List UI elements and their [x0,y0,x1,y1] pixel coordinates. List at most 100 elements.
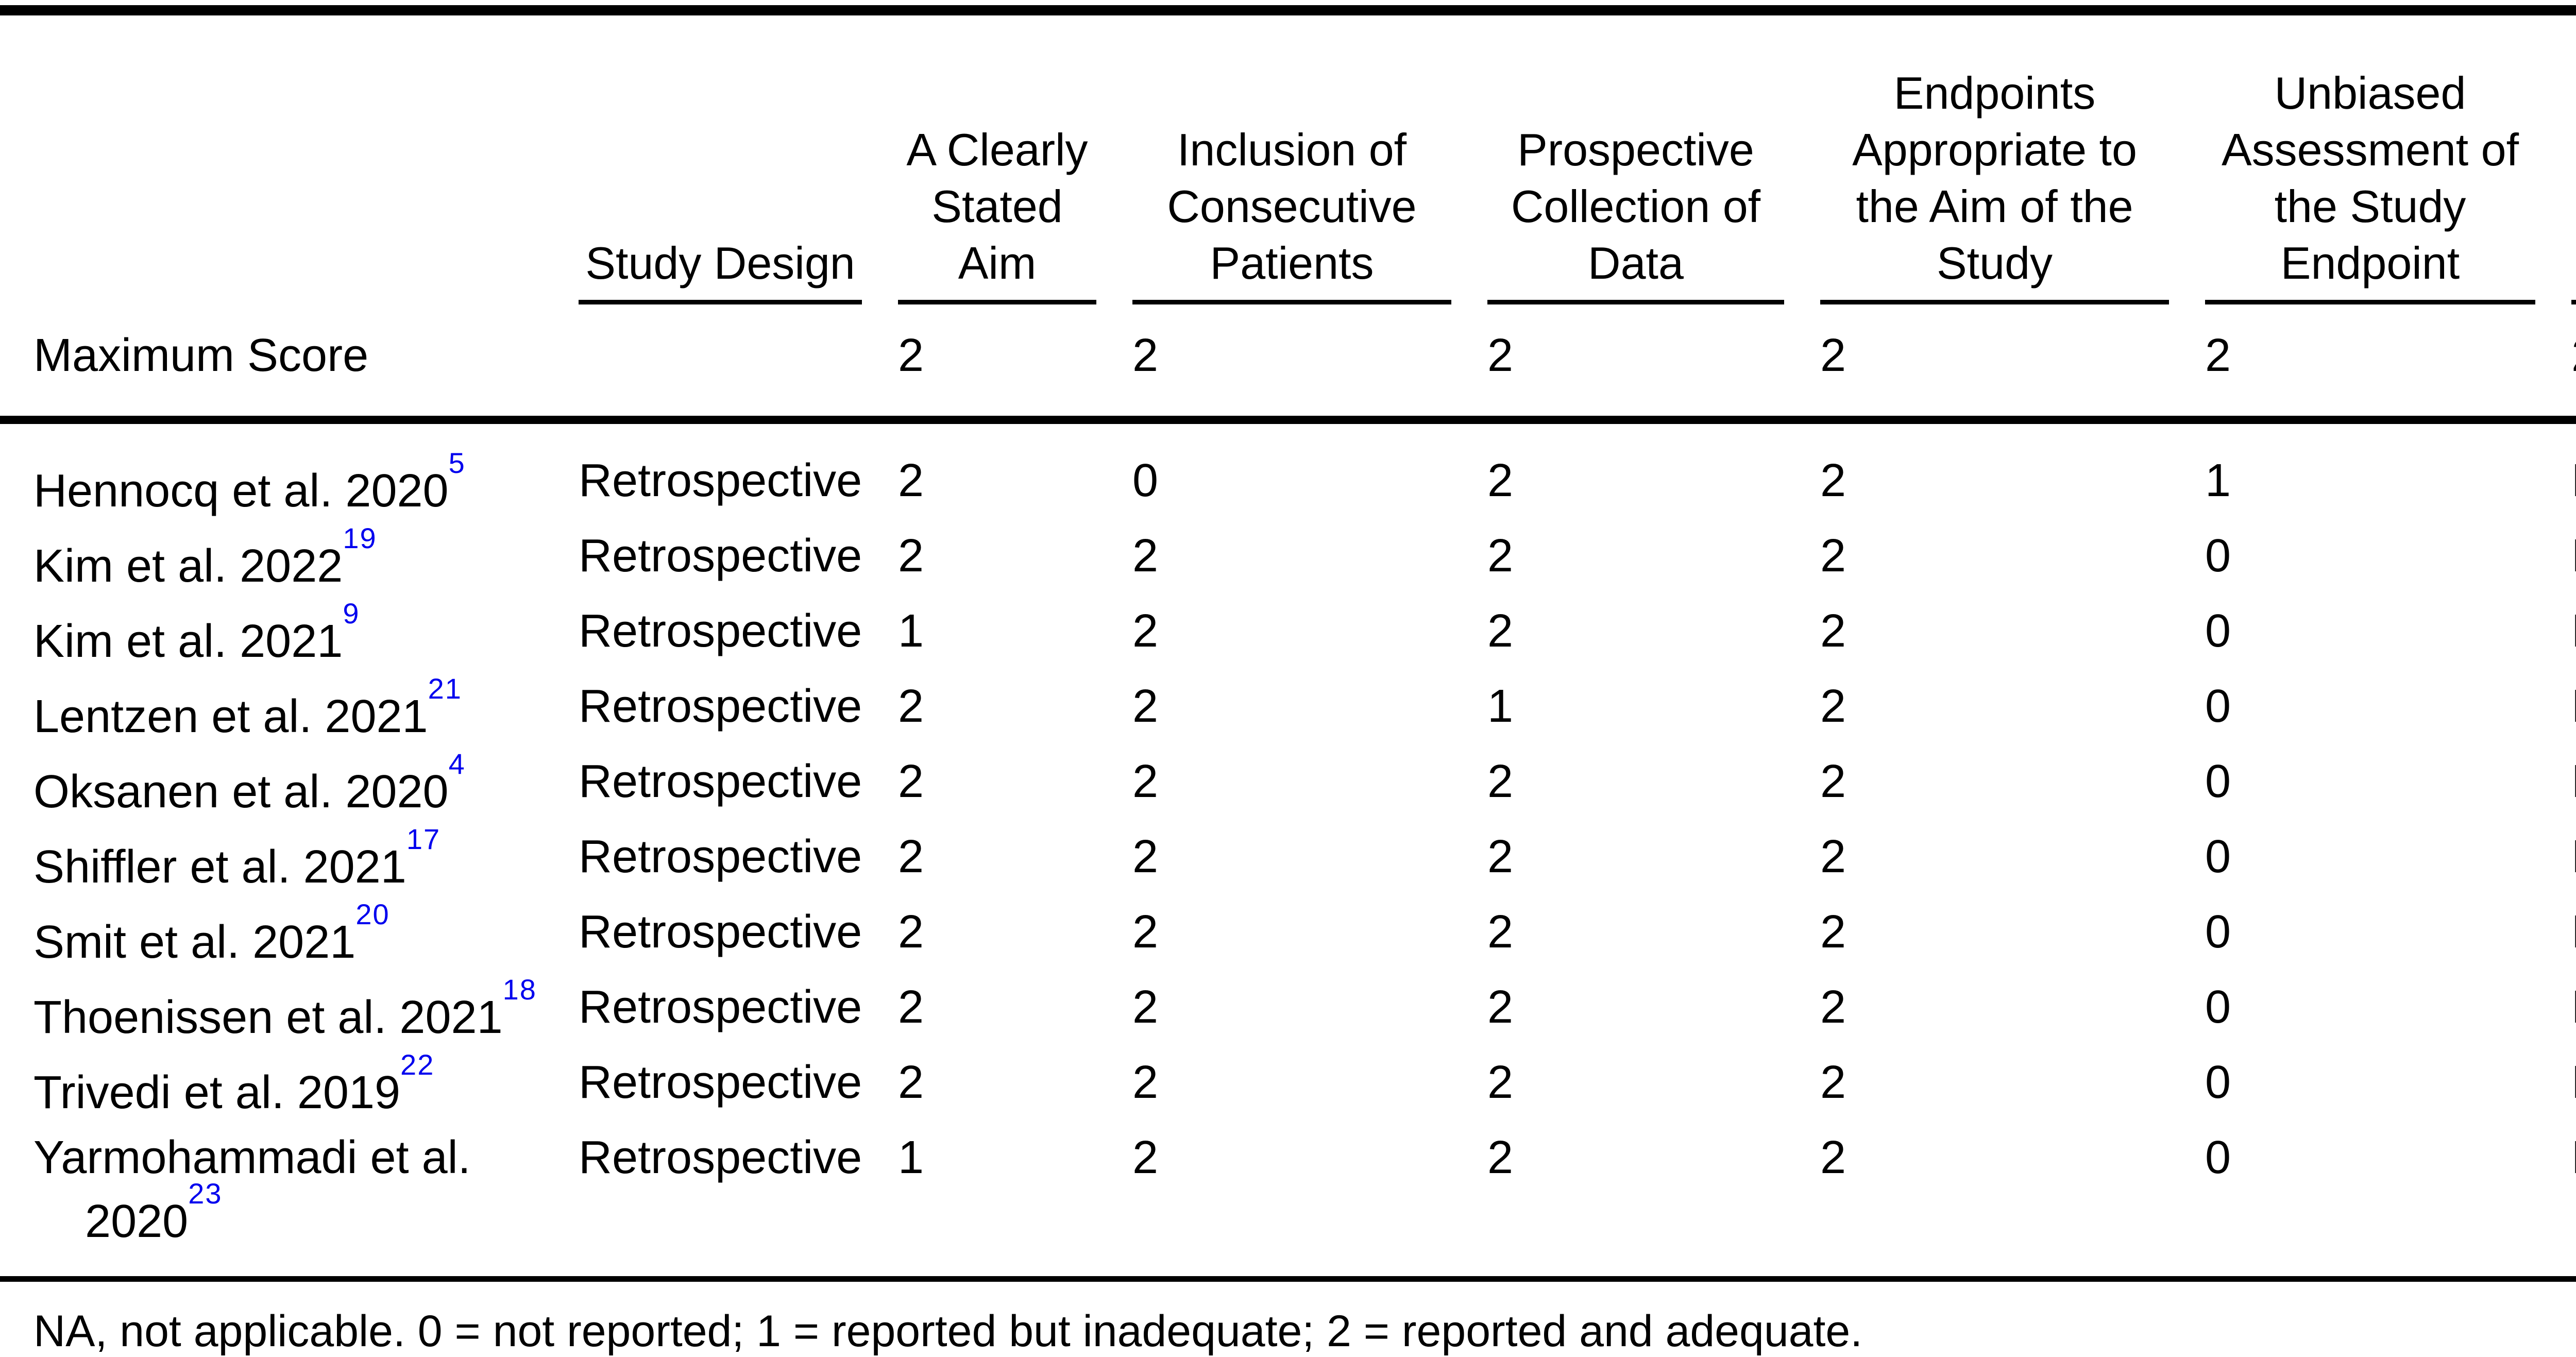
study-row: Kim et al. 20219 Retrospective 1 2 2 2 0… [0,597,2576,674]
max-score-endpoints-cell: 2 [1820,304,2205,424]
citation-reference-link[interactable]: 19 [343,522,377,554]
study-design-cell: Retrospective [579,605,862,657]
score-inclusion-cell: 2 [1132,530,1159,582]
score-followup-period-cell: NA [2571,975,2576,1050]
score-inclusion-cell: 2 [1132,681,1159,732]
score-followup-period-cell: NA [2571,420,2576,523]
score-prospective-collection-cell: 2 [1487,1057,1514,1108]
score-aim-cell: 2 [898,981,924,1033]
study-row: Thoenissen et al. 202118 Retrospective 2… [0,973,2576,1050]
table-footnote: NA, not applicable. 0 = not reported; 1 … [33,1307,1863,1356]
score-followup-period-cell: NA [2571,1050,2576,1125]
study-row: Hennocq et al. 20205 Retrospective 2 0 2… [0,420,2576,523]
score-unbiased-cell: 0 [2205,1125,2571,1282]
study-name: Lentzen et al. 2021 [33,691,428,742]
score-aim-cell: 2 [898,1057,924,1108]
study-name: Trivedi et al. 2019 [33,1067,401,1118]
study-name-cell: Trivedi et al. 201922 [0,1048,579,1125]
score-unbiased-cell: 1 [2205,455,2231,506]
score-prospective-collection-cell: 2 [1487,1125,1820,1282]
score-endpoints-cell: 2 [1820,831,1846,883]
citation-reference-link[interactable]: 17 [406,823,441,855]
score-endpoints-cell: 2 [1820,681,1846,732]
score-prospective-collection-cell: 2 [1487,605,1514,657]
score-inclusion-cell: 2 [1132,981,1159,1033]
study-row: Kim et al. 202219 Retrospective 2 2 2 2 … [0,522,2576,599]
maximum-score-label: Maximum Score [0,304,579,424]
citation-reference-link[interactable]: 23 [188,1177,223,1210]
study-name-cell: Hennocq et al. 20205 [0,420,579,523]
column-header-unbiased-assessment: Unbiased Assessment of the Study Endpoin… [2205,10,2571,304]
study-design-cell: Retrospective [579,455,862,506]
score-inclusion-cell: 2 [1132,906,1159,958]
citation-reference-link[interactable]: 22 [400,1048,435,1081]
column-header-study-design: Study Design [579,10,898,304]
study-name: Oksanen et al. 2020 [33,766,449,818]
max-score-unbiased-cell: 2 [2205,304,2571,424]
study-design-cell: Retrospective [579,756,862,807]
score-aim-cell: 2 [898,681,924,732]
score-aim-cell: 2 [898,455,924,506]
score-unbiased-cell: 0 [2205,681,2231,732]
study-row: Yarmohammadi et al. 202023 Retrospective… [0,1125,2576,1282]
score-endpoints-cell: 2 [1820,756,1846,807]
max-score-inclusion-cell: 2 [1132,304,1487,424]
score-inclusion-cell: 0 [1132,455,1159,506]
study-name-cell: Smit et al. 202120 [0,898,579,975]
study-name: Thoenissen et al. 2021 [33,992,503,1043]
score-followup-period-cell: NA [2571,749,2576,824]
score-followup-period-cell: NA [2571,674,2576,749]
study-design-cell: Retrospective [579,906,862,958]
table-header: Study Design A Clearly Stated Aim Inclus… [0,10,2576,304]
score-followup-period-cell: NA [2571,523,2576,599]
column-header-clearly-stated-aim: A Clearly Stated Aim [898,10,1132,304]
study-row: Trivedi et al. 201922 Retrospective 2 2 … [0,1048,2576,1125]
study-name: Smit et al. 2021 [33,917,356,968]
study-name-cell: Kim et al. 20219 [0,597,579,674]
study-name: Shiffler et al. 2021 [33,841,406,893]
score-unbiased-cell: 0 [2205,1057,2231,1108]
score-prospective-collection-cell: 1 [1487,681,1514,732]
score-prospective-collection-cell: 2 [1487,981,1514,1033]
citation-reference-link[interactable]: 9 [343,597,360,630]
score-aim-cell: 2 [898,831,924,883]
score-inclusion-cell: 2 [1132,756,1159,807]
column-header-inclusion-consecutive-patients: Inclusion of Consecutive Patients [1132,10,1487,304]
score-unbiased-cell: 0 [2205,530,2231,582]
study-design-cell: Retrospective [579,981,862,1033]
study-row: Shiffler et al. 202117 Retrospective 2 2… [0,823,2576,900]
score-endpoints-cell: 2 [1820,906,1846,958]
citation-reference-link[interactable]: 21 [428,672,462,705]
max-score-aim-cell: 2 [898,304,1132,424]
score-followup-period-cell: NA [2571,1125,2576,1282]
study-design-cell: Retrospective [579,530,862,582]
citation-reference-link[interactable]: 20 [355,898,390,930]
study-name: Kim et al. 2021 [33,616,343,667]
score-inclusion-cell: 2 [1132,605,1159,657]
citation-reference-link[interactable]: 5 [448,447,466,479]
score-endpoints-cell: 2 [1820,1057,1846,1108]
column-header-endpoints-appropriate: Endpoints Appropriate to the Aim of the … [1820,10,2205,304]
citation-reference-link[interactable]: 4 [448,748,466,780]
score-endpoints-cell: 2 [1820,605,1846,657]
max-score-followup-period-cell: 2 [2571,304,2576,424]
score-aim-cell: 2 [898,530,924,582]
score-inclusion-cell: 2 [1132,831,1159,883]
score-inclusion-cell: 2 [1132,1125,1487,1282]
score-prospective-collection-cell: 2 [1487,906,1514,958]
max-score-prospective-collection-cell: 2 [1487,304,1820,424]
score-endpoints-cell: 2 [1820,1125,2205,1282]
score-prospective-collection-cell: 2 [1487,831,1514,883]
score-prospective-collection-cell: 2 [1487,756,1514,807]
score-endpoints-cell: 2 [1820,530,1846,582]
score-unbiased-cell: 0 [2205,906,2231,958]
score-aim-cell: 1 [898,605,924,657]
study-row: Smit et al. 202120 Retrospective 2 2 2 2… [0,898,2576,975]
score-unbiased-cell: 0 [2205,605,2231,657]
citation-reference-link[interactable]: 18 [502,973,537,1006]
study-name-cell: Kim et al. 202219 [0,522,579,599]
column-header-prospective-collection-data: Prospective Collection of Data [1487,10,1820,304]
study-name-cell: Shiffler et al. 202117 [0,823,579,900]
study-row: Oksanen et al. 20204 Retrospective 2 2 2… [0,748,2576,824]
study-design-cell: Retrospective [579,681,862,732]
